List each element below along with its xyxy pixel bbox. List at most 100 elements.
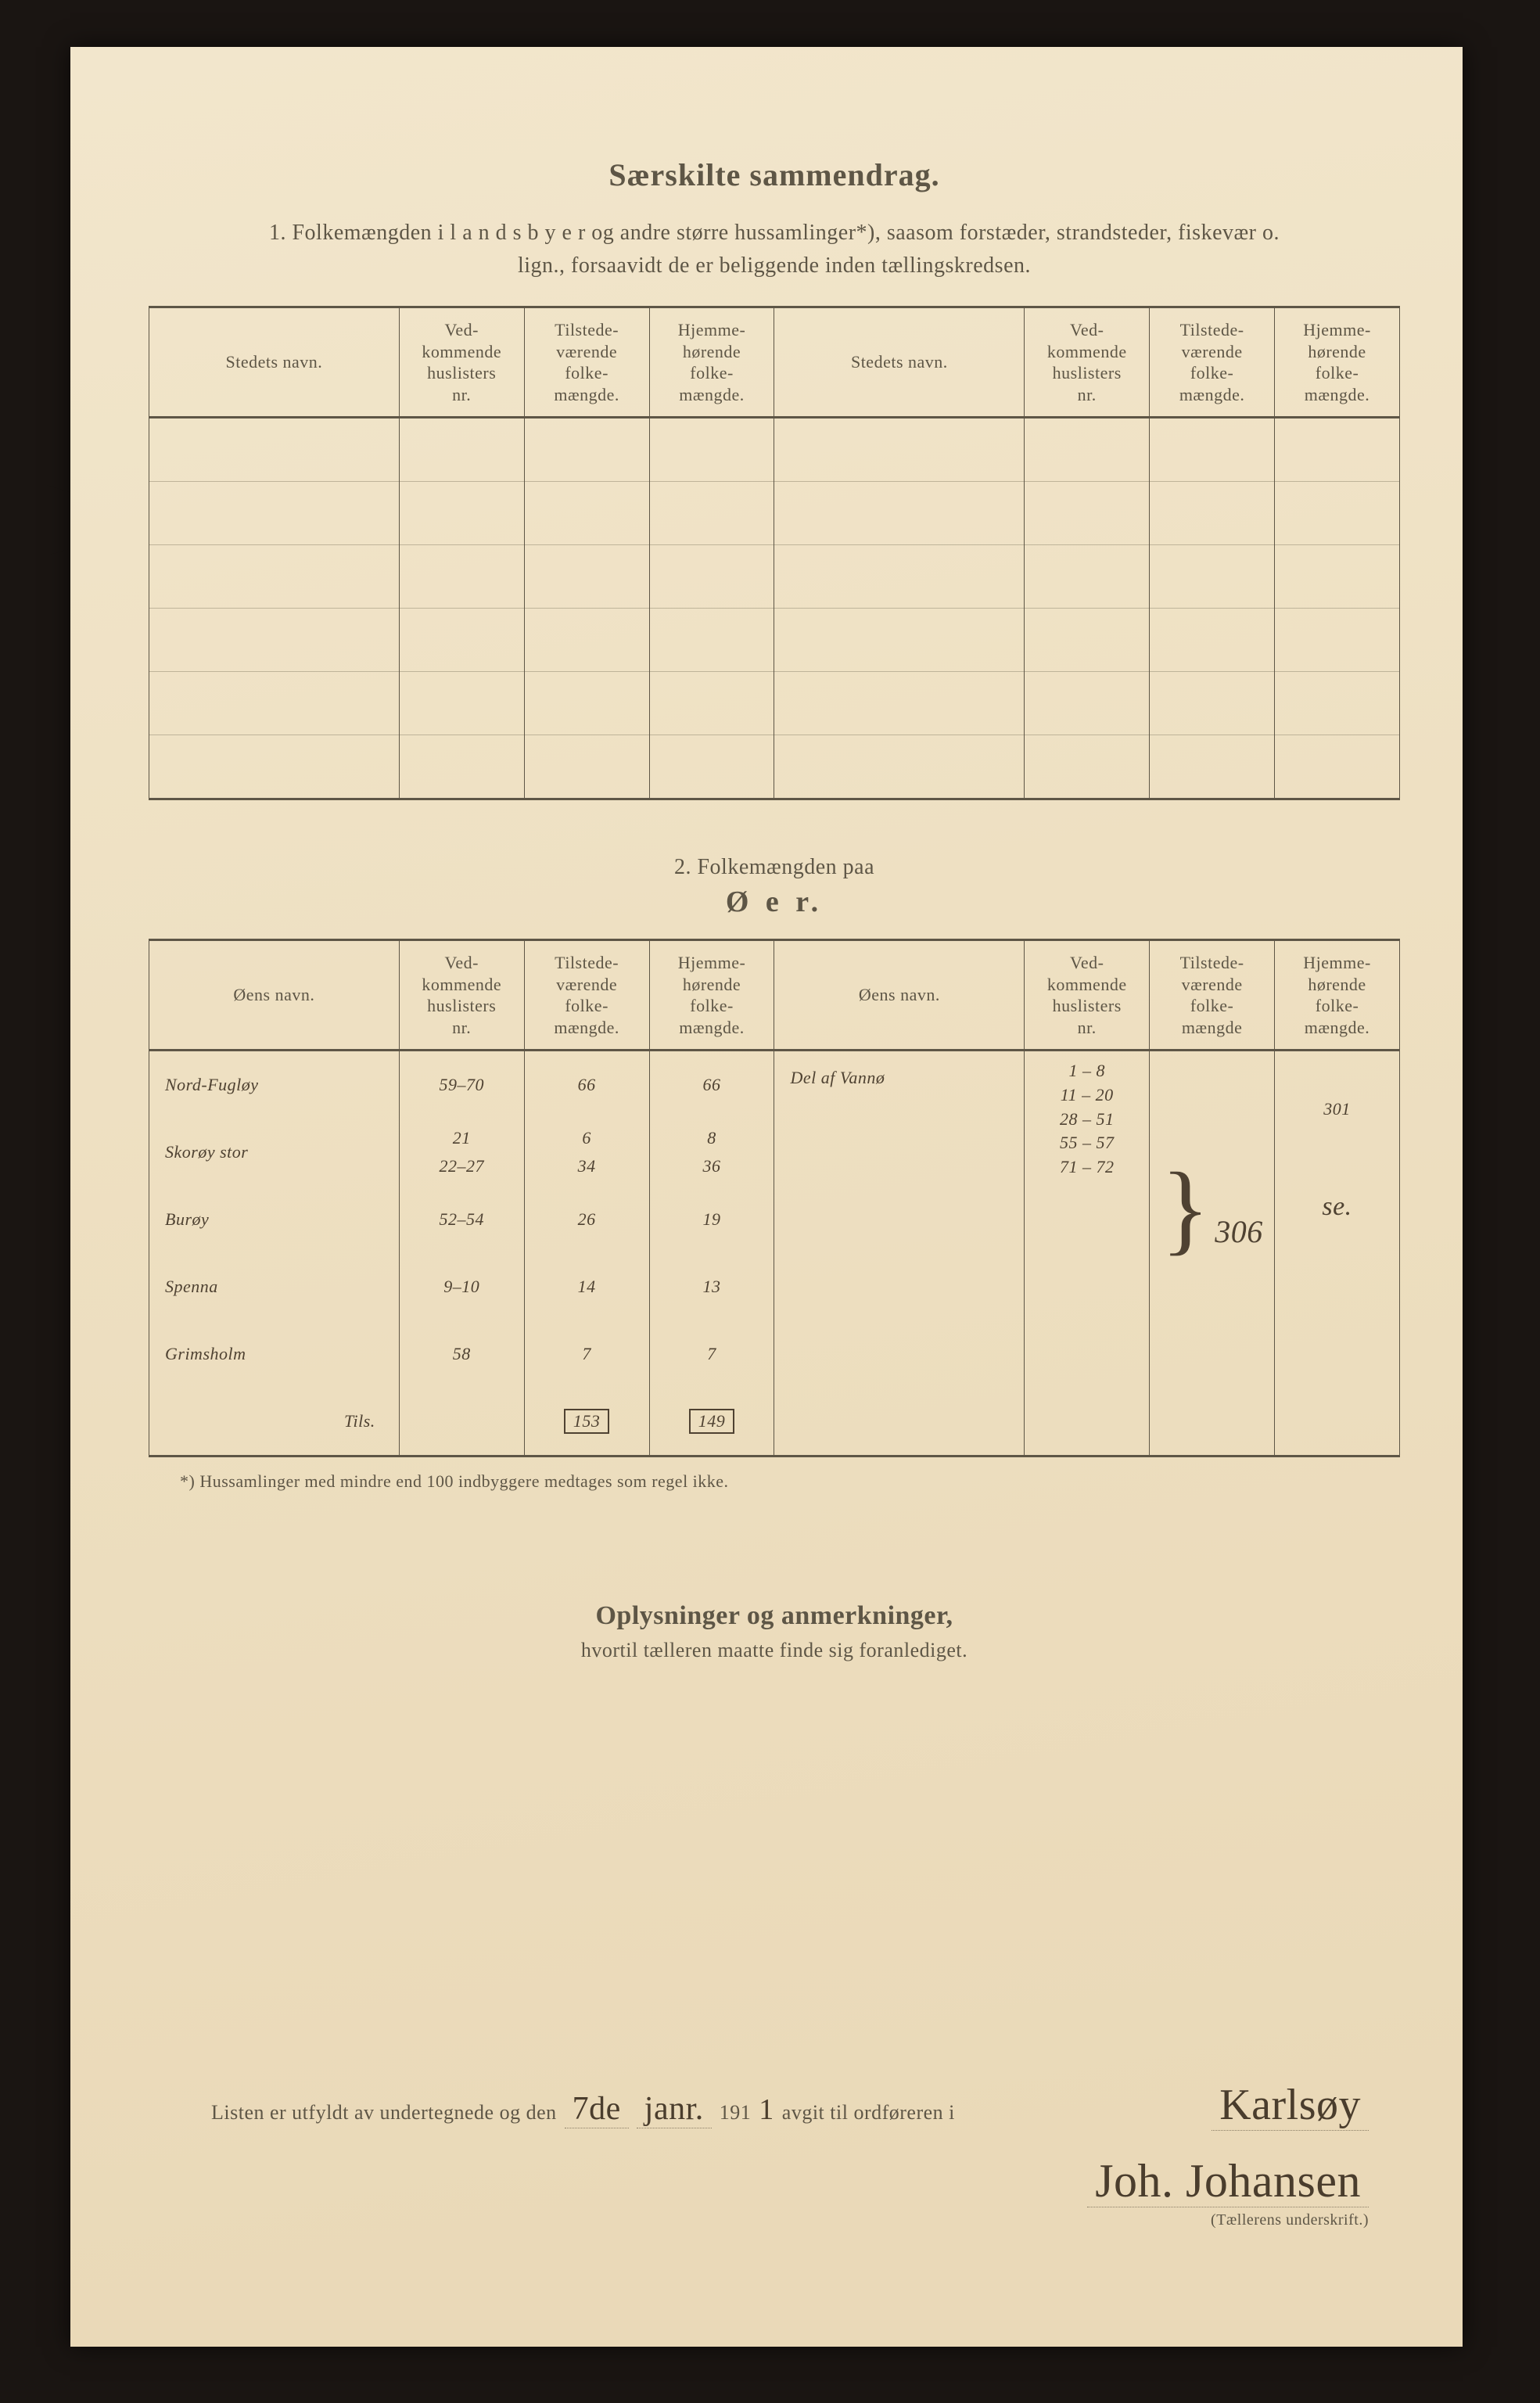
husliste-nr: 52–54: [399, 1186, 524, 1253]
section1-title: Særskilte sammendrag.: [149, 156, 1400, 193]
empty-cell: [524, 482, 649, 545]
tilstede: 7: [524, 1320, 649, 1388]
empty-cell: [399, 545, 524, 609]
empty-cell: [149, 482, 400, 545]
empty-cell: [524, 735, 649, 799]
empty-cell: [774, 672, 1025, 735]
empty-cell: [1025, 545, 1150, 609]
footnote: *) Hussamlinger med mindre end 100 indby…: [180, 1471, 1400, 1492]
empty-cell: [649, 672, 774, 735]
sig-year-prefix: 191: [720, 2101, 752, 2125]
island-name: Spenna: [149, 1253, 400, 1320]
island-name: Grimsholm: [149, 1320, 400, 1388]
sig-year-digit: 1: [759, 2092, 774, 2127]
tilstede: 634: [524, 1119, 649, 1186]
s2-col-r3: Hjemme- hørende folke- mængde.: [1275, 940, 1400, 1051]
s1-col-l3: Hjemme- hørende folke- mængde.: [649, 307, 774, 418]
sig-date-month: janr.: [637, 2090, 712, 2128]
s2-col-l1: Ved- kommende huslisters nr.: [399, 940, 524, 1051]
island-name: Nord-Fugløy: [149, 1051, 400, 1119]
page-background: Særskilte sammendrag. 1. Folkemængden i …: [0, 0, 1540, 2403]
table-row: [149, 482, 1400, 545]
husliste-nr: 9–10: [399, 1253, 524, 1320]
table-row: Nord-Fugløy59–706666Del af Vannø1 – 811 …: [149, 1051, 1400, 1119]
empty-cell: [774, 545, 1025, 609]
s1-col-r3: Hjemme- hørende folke- mængde.: [1275, 307, 1400, 418]
census-form-paper: Særskilte sammendrag. 1. Folkemængden i …: [70, 47, 1463, 2347]
section2-number: 2. Folkemængden paa: [149, 855, 1400, 880]
totals-tilstede: 153: [524, 1388, 649, 1457]
empty-cell: [399, 609, 524, 672]
empty-cell: [149, 545, 400, 609]
empty-cell: [1025, 482, 1150, 545]
empty-cell: [1275, 418, 1400, 482]
sig-place: Karlsøy: [1212, 2080, 1369, 2131]
totals-label: Tils.: [149, 1388, 400, 1457]
s2-col-l2: Tilstede- værende folke- mængde.: [524, 940, 649, 1051]
empty-cell: [774, 482, 1025, 545]
sig-pre: Listen er utfyldt av undertegnede og den: [211, 2101, 557, 2125]
empty-cell: [649, 482, 774, 545]
table-row: [149, 672, 1400, 735]
section1-subtitle: 1. Folkemængden i l a n d s b y e r og a…: [246, 217, 1302, 282]
hjemme: 66: [649, 1051, 774, 1119]
tilstede-right: } 306: [1150, 1051, 1275, 1388]
s1-col-l2: Tilstede- værende folke- mængde.: [524, 307, 649, 418]
signature-block: Listen er utfyldt av undertegnede og den…: [211, 2080, 1369, 2229]
empty-cell: [1275, 672, 1400, 735]
table-row: [149, 545, 1400, 609]
empty-cell: [399, 482, 524, 545]
section1-table: Stedets navn. Ved- kommende huslisters n…: [149, 306, 1400, 800]
empty-cell: [399, 418, 524, 482]
hjemme: 19: [649, 1186, 774, 1253]
empty-cell: [649, 735, 774, 799]
sig-name: Joh. Johansen: [1087, 2155, 1369, 2207]
island-name: Skorøy stor: [149, 1119, 400, 1186]
empty-cell: [774, 418, 1025, 482]
section2-table: Øens navn. Ved- kommende huslisters nr. …: [149, 939, 1400, 1457]
empty-cell: [399, 735, 524, 799]
empty-cell: [149, 735, 400, 799]
empty-cell: [1150, 672, 1275, 735]
s2-col-r2: Tilstede- værende folke- mængde: [1150, 940, 1275, 1051]
empty-cell: [1025, 672, 1150, 735]
table-row: [149, 609, 1400, 672]
empty-cell: [399, 1388, 524, 1457]
oplysninger-subtitle: hvortil tælleren maatte finde sig foranl…: [149, 1639, 1400, 1662]
empty-cell: [149, 609, 400, 672]
s2-col-l0: Øens navn.: [149, 940, 400, 1051]
empty-cell: [1025, 735, 1150, 799]
empty-cell: [524, 545, 649, 609]
hjemme: 836: [649, 1119, 774, 1186]
empty-cell: [774, 609, 1025, 672]
sig-date-day: 7de: [565, 2090, 629, 2128]
empty-cell: [1275, 609, 1400, 672]
hjemme-right: 301se.: [1275, 1051, 1400, 1388]
tilstede: 14: [524, 1253, 649, 1320]
empty-cell: [149, 418, 400, 482]
s1-col-r1: Ved- kommende huslisters nr.: [1025, 307, 1150, 418]
husliste-nr: 2122–27: [399, 1119, 524, 1186]
hjemme: 7: [649, 1320, 774, 1388]
empty-cell: [1275, 735, 1400, 799]
section2-title: Ø e r.: [149, 885, 1400, 919]
table-row: Tils. 153149: [149, 1388, 1400, 1457]
hjemme: 13: [649, 1253, 774, 1320]
s2-col-r0: Øens navn.: [774, 940, 1025, 1051]
totals-hjemme: 149: [649, 1388, 774, 1457]
tilstede: 66: [524, 1051, 649, 1119]
empty-cell: [524, 672, 649, 735]
table-row: [149, 418, 1400, 482]
empty-cell: [649, 609, 774, 672]
s1-col-l0: Stedets navn.: [149, 307, 400, 418]
empty-cell: [649, 418, 774, 482]
sig-caption: (Tællerens underskrift.): [211, 2211, 1369, 2229]
oplysninger-title: Oplysninger og anmerkninger,: [149, 1601, 1400, 1631]
s1-col-r2: Tilstede- værende folke- mængde.: [1150, 307, 1275, 418]
empty-cell: [1275, 482, 1400, 545]
husliste-nr: 58: [399, 1320, 524, 1388]
sig-mid: avgit til ordføreren i: [782, 2101, 955, 2125]
s1-col-r0: Stedets navn.: [774, 307, 1025, 418]
empty-cell: [1025, 418, 1150, 482]
empty-cell: [1025, 609, 1150, 672]
